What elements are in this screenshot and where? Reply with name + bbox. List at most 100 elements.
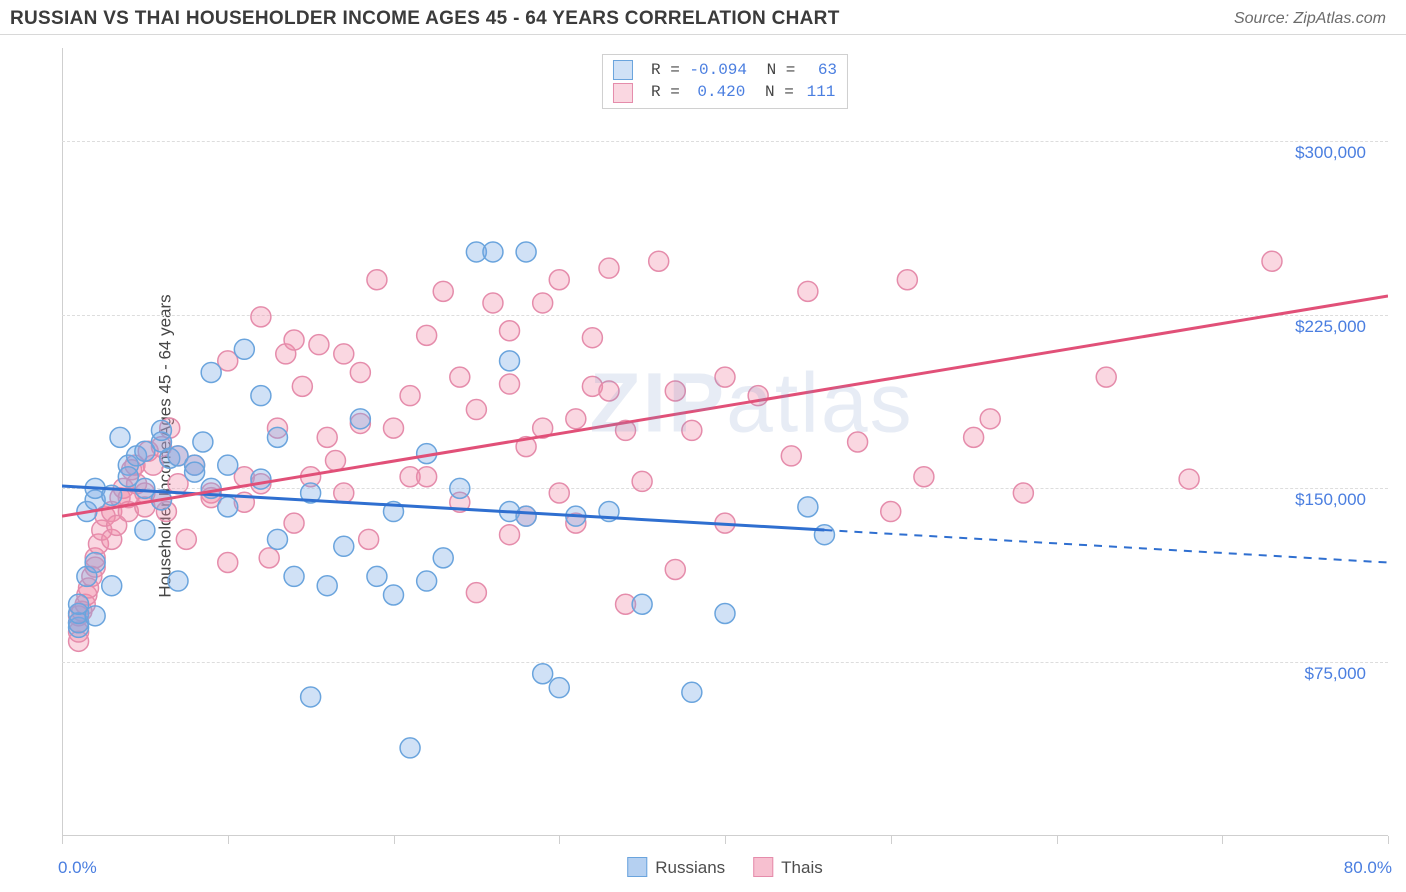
- data-point-thais: [325, 451, 345, 471]
- data-point-russians: [367, 566, 387, 586]
- x-tick: [228, 836, 229, 844]
- x-tick: [725, 836, 726, 844]
- data-point-thais: [400, 386, 420, 406]
- data-point-russians: [549, 678, 569, 698]
- n-value-russians: 63: [805, 59, 837, 81]
- trendline-extrapolated-russians: [824, 530, 1388, 563]
- data-point-thais: [384, 418, 404, 438]
- legend-item-russians: Russians: [627, 857, 725, 878]
- data-point-thais: [466, 400, 486, 420]
- data-point-russians: [110, 427, 130, 447]
- data-point-russians: [168, 571, 188, 591]
- data-point-russians: [185, 462, 205, 482]
- data-point-russians: [632, 594, 652, 614]
- chart-source: Source: ZipAtlas.com: [1234, 10, 1386, 28]
- data-point-thais: [897, 270, 917, 290]
- data-point-thais: [500, 321, 520, 341]
- data-point-russians: [400, 738, 420, 758]
- data-point-thais: [665, 559, 685, 579]
- data-point-russians: [284, 566, 304, 586]
- data-point-thais: [781, 446, 801, 466]
- x-tick: [1388, 836, 1389, 844]
- data-point-thais: [798, 281, 818, 301]
- data-point-russians: [102, 576, 122, 596]
- data-point-thais: [549, 270, 569, 290]
- data-point-russians: [516, 242, 536, 262]
- chart-header: RUSSIAN VS THAI HOUSEHOLDER INCOME AGES …: [0, 0, 1406, 35]
- data-point-russians: [85, 553, 105, 573]
- x-max-label: 80.0%: [1344, 858, 1392, 878]
- x-tick: [1222, 836, 1223, 844]
- data-point-thais: [367, 270, 387, 290]
- data-point-russians: [483, 242, 503, 262]
- data-point-russians: [417, 571, 437, 591]
- data-point-thais: [599, 258, 619, 278]
- data-point-thais: [483, 293, 503, 313]
- data-point-thais: [549, 483, 569, 503]
- x-min-label: 0.0%: [58, 858, 97, 878]
- data-point-thais: [599, 381, 619, 401]
- data-point-thais: [649, 251, 669, 271]
- data-point-thais: [359, 529, 379, 549]
- data-point-thais: [566, 409, 586, 429]
- data-point-thais: [466, 583, 486, 603]
- data-point-thais: [1262, 251, 1282, 271]
- data-point-thais: [334, 344, 354, 364]
- data-point-russians: [251, 386, 271, 406]
- data-point-thais: [317, 427, 337, 447]
- data-point-russians: [267, 427, 287, 447]
- chart-title: RUSSIAN VS THAI HOUSEHOLDER INCOME AGES …: [10, 8, 840, 30]
- x-tick: [891, 836, 892, 844]
- data-point-thais: [632, 471, 652, 491]
- data-point-russians: [151, 420, 171, 440]
- data-point-thais: [1179, 469, 1199, 489]
- data-point-russians: [798, 497, 818, 517]
- data-point-thais: [500, 525, 520, 545]
- data-point-thais: [964, 427, 984, 447]
- data-point-russians: [533, 664, 553, 684]
- x-tick: [394, 836, 395, 844]
- swatch-russians-footer: [627, 857, 647, 877]
- data-point-russians: [317, 576, 337, 596]
- x-tick: [559, 836, 560, 844]
- data-point-russians: [135, 520, 155, 540]
- data-point-thais: [292, 376, 312, 396]
- correlation-legend: R = -0.094 N = 63 R = 0.420 N = 111: [602, 54, 848, 109]
- data-point-thais: [309, 335, 329, 355]
- data-point-russians: [251, 469, 271, 489]
- data-point-thais: [682, 420, 702, 440]
- data-point-thais: [533, 293, 553, 313]
- data-point-russians: [193, 432, 213, 452]
- legend-row-russians: R = -0.094 N = 63: [613, 59, 837, 81]
- data-point-russians: [433, 548, 453, 568]
- n-value-thais: 111: [803, 81, 835, 103]
- data-point-thais: [665, 381, 685, 401]
- data-point-russians: [234, 339, 254, 359]
- data-point-russians: [682, 682, 702, 702]
- x-tick: [1057, 836, 1058, 844]
- data-point-thais: [980, 409, 1000, 429]
- swatch-thais: [613, 83, 633, 103]
- data-point-thais: [1096, 367, 1116, 387]
- x-tick: [62, 836, 63, 844]
- data-point-thais: [500, 374, 520, 394]
- scatter-svg: [62, 48, 1388, 836]
- data-point-thais: [848, 432, 868, 452]
- data-point-russians: [516, 506, 536, 526]
- data-point-russians: [301, 687, 321, 707]
- swatch-thais-footer: [753, 857, 773, 877]
- data-point-thais: [176, 529, 196, 549]
- data-point-thais: [914, 467, 934, 487]
- data-point-thais: [218, 553, 238, 573]
- swatch-russians: [613, 60, 633, 80]
- data-point-thais: [251, 307, 271, 327]
- data-point-thais: [350, 362, 370, 382]
- data-point-thais: [715, 367, 735, 387]
- data-point-russians: [334, 536, 354, 556]
- data-point-russians: [218, 497, 238, 517]
- data-point-thais: [450, 367, 470, 387]
- data-point-thais: [417, 467, 437, 487]
- data-point-russians: [218, 455, 238, 475]
- series-legend: Russians Thais: [627, 857, 823, 878]
- data-point-russians: [715, 604, 735, 624]
